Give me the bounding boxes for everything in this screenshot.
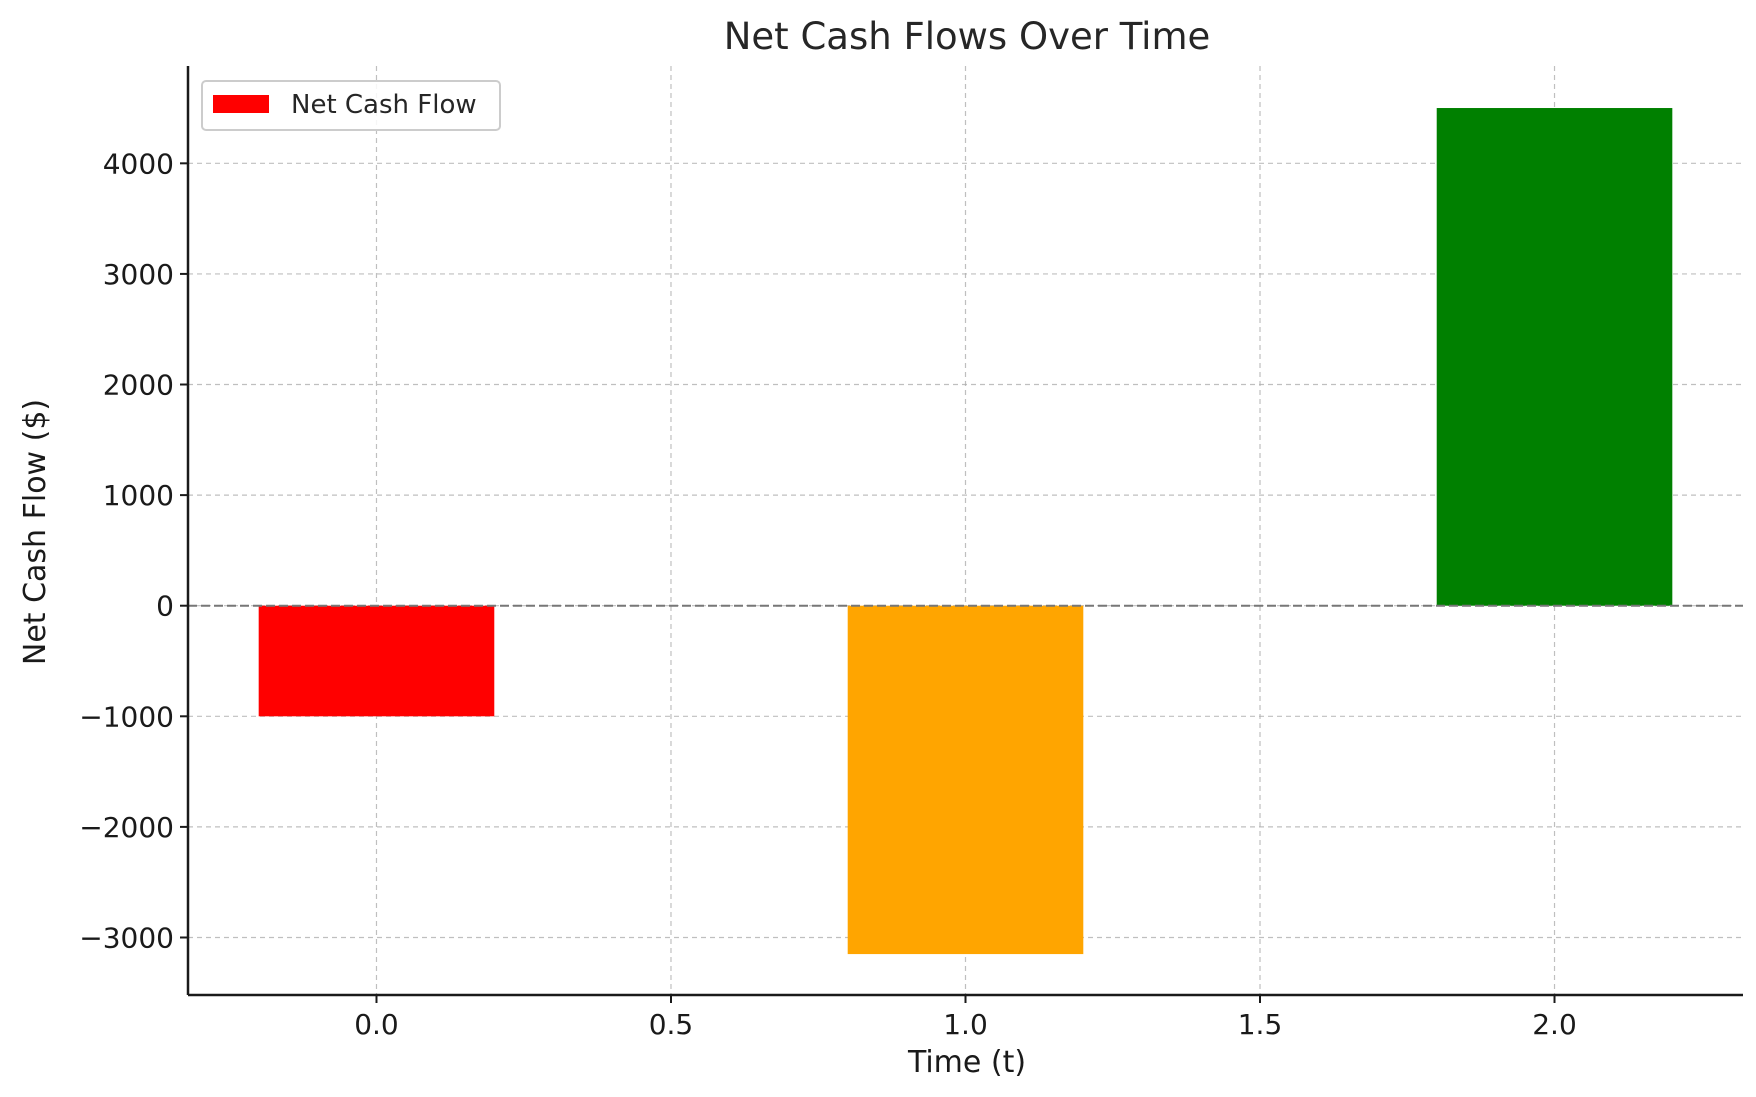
legend-swatch	[213, 95, 269, 113]
chart-title: Net Cash Flows Over Time	[724, 15, 1211, 58]
y-tick-label: −1000	[79, 700, 174, 733]
x-tick-label: 2.0	[1532, 1008, 1577, 1041]
x-tick-label: 1.0	[943, 1008, 988, 1041]
y-tick-label: 0	[156, 590, 174, 623]
y-tick-label: 2000	[103, 369, 174, 402]
y-tick-label: 4000	[103, 147, 174, 180]
y-tick-label: −2000	[79, 811, 174, 844]
y-tick-label: −3000	[79, 921, 174, 954]
x-tick-label: 1.5	[1238, 1008, 1283, 1041]
bars	[258, 108, 1673, 955]
x-axis-label: Time (t)	[907, 1045, 1026, 1080]
legend-frame	[201, 80, 501, 131]
x-ticks: 0.0 0.5 1.0 1.5 2.0	[354, 995, 1577, 1041]
legend: Net Cash Flow	[201, 80, 501, 131]
y-tick-label: 3000	[103, 258, 174, 291]
bar-t0	[258, 605, 495, 717]
bar-t2	[1436, 108, 1673, 606]
x-tick-label: 0.0	[354, 1008, 399, 1041]
y-tick-label: 1000	[103, 479, 174, 512]
y-ticks: −3000 −2000 −1000 0 1000 2000 3000 4000	[79, 147, 188, 954]
x-tick-label: 0.5	[649, 1008, 694, 1041]
legend-label: Net Cash Flow	[291, 90, 477, 120]
y-axis-label: Net Cash Flow ($)	[18, 399, 53, 665]
bar-t1	[847, 605, 1084, 955]
